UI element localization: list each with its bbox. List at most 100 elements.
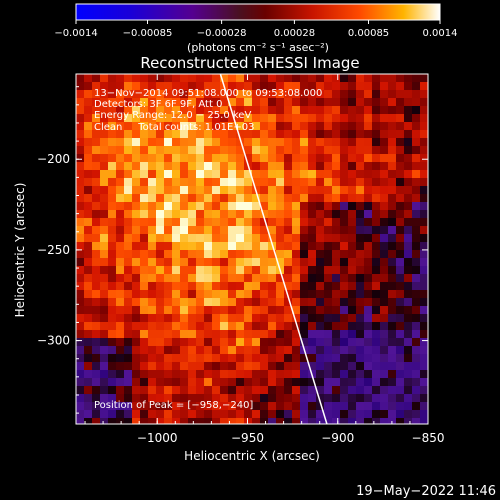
heatmap-cell [420, 338, 428, 347]
heatmap-cell [348, 122, 357, 131]
heatmap-cell [204, 122, 213, 131]
heatmap-cell [364, 218, 373, 227]
heatmap-cell [124, 338, 133, 347]
heatmap-cell [220, 130, 229, 139]
heatmap-cell [324, 114, 333, 123]
heatmap-cell [204, 402, 213, 411]
heatmap-cell [92, 290, 101, 299]
heatmap-cell [364, 250, 373, 259]
heatmap-cell [244, 346, 253, 355]
heatmap-cell [244, 82, 253, 91]
heatmap-cell [164, 242, 173, 251]
heatmap-cell [220, 122, 229, 131]
heatmap-cell [276, 186, 285, 195]
heatmap-cell [156, 314, 165, 323]
heatmap-cell [148, 162, 157, 171]
heatmap-cell [188, 306, 197, 315]
heatmap-cell [412, 122, 421, 131]
heatmap-cell [212, 402, 221, 411]
heatmap-cell [116, 242, 125, 251]
heatmap-cell [180, 250, 189, 259]
heatmap-cell [308, 354, 317, 363]
heatmap-cell [420, 122, 428, 131]
heatmap-cell [172, 194, 181, 203]
heatmap-cell [188, 258, 197, 267]
heatmap-cell [356, 266, 365, 275]
heatmap-cells [76, 74, 428, 424]
heatmap-cell [356, 82, 365, 91]
heatmap-cell [124, 258, 133, 267]
heatmap-cell [380, 314, 389, 323]
heatmap-cell [244, 194, 253, 203]
heatmap-cell [148, 274, 157, 283]
heatmap-cell [324, 402, 333, 411]
heatmap-cell [396, 402, 405, 411]
heatmap-cell [84, 162, 93, 171]
heatmap-cell [100, 394, 109, 403]
heatmap-cell [372, 154, 381, 163]
heatmap-cell [348, 362, 357, 371]
heatmap-cell [236, 146, 245, 155]
heatmap-cell [332, 314, 341, 323]
heatmap-cell [92, 202, 101, 211]
heatmap-cell [140, 258, 149, 267]
heatmap-cell [252, 282, 261, 291]
heatmap-cell [388, 194, 397, 203]
heatmap-cell [100, 178, 109, 187]
heatmap-cell [188, 282, 197, 291]
heatmap-cell [348, 74, 357, 83]
heatmap-cell [420, 210, 428, 219]
heatmap-cell [332, 242, 341, 251]
colorbar-unit-label: (photons cm⁻² s⁻¹ asec⁻²) [187, 41, 329, 54]
heatmap-cell [116, 154, 125, 163]
heatmap-cell [332, 274, 341, 283]
heatmap-cell [340, 218, 349, 227]
heatmap-cell [340, 154, 349, 163]
heatmap-cell [244, 274, 253, 283]
heatmap-cell [388, 282, 397, 291]
heatmap-cell [100, 346, 109, 355]
heatmap-cell [260, 402, 269, 411]
heatmap-cell [372, 322, 381, 331]
heatmap-cell [108, 290, 117, 299]
heatmap-cell [260, 306, 269, 315]
heatmap-cell [308, 418, 317, 424]
heatmap-cell [348, 346, 357, 355]
heatmap-cell [380, 186, 389, 195]
heatmap-cell [260, 394, 269, 403]
heatmap-cell [116, 162, 125, 171]
heatmap-cell [412, 226, 421, 235]
heatmap-cell [132, 170, 141, 179]
heatmap-cell [324, 386, 333, 395]
heatmap-cell [140, 370, 149, 379]
heatmap-cell [228, 314, 237, 323]
heatmap-cell [180, 258, 189, 267]
heatmap-cell [412, 178, 421, 187]
heatmap-cell [396, 98, 405, 107]
heatmap-cell [164, 218, 173, 227]
heatmap-cell [252, 306, 261, 315]
heatmap-cell [196, 106, 205, 115]
heatmap-cell [356, 162, 365, 171]
heatmap-cell [92, 146, 101, 155]
heatmap-cell [172, 170, 181, 179]
heatmap-cell [84, 226, 93, 235]
heatmap-cell [204, 282, 213, 291]
x-tick-label: −1000 [137, 431, 178, 445]
heatmap-cell [244, 370, 253, 379]
heatmap-cell [276, 330, 285, 339]
heatmap-cell [412, 370, 421, 379]
heatmap-cell [308, 82, 317, 91]
heatmap-cell [76, 74, 85, 83]
heatmap-cell [340, 402, 349, 411]
heatmap-cell [412, 202, 421, 211]
heatmap-cell [164, 130, 173, 139]
heatmap-cell [220, 362, 229, 371]
heatmap-cell [396, 370, 405, 379]
heatmap-cell [188, 194, 197, 203]
heatmap-cell [260, 242, 269, 251]
heatmap-cell [188, 210, 197, 219]
heatmap-cell [212, 338, 221, 347]
heatmap-cell [76, 154, 85, 163]
heatmap-cell [84, 418, 93, 424]
